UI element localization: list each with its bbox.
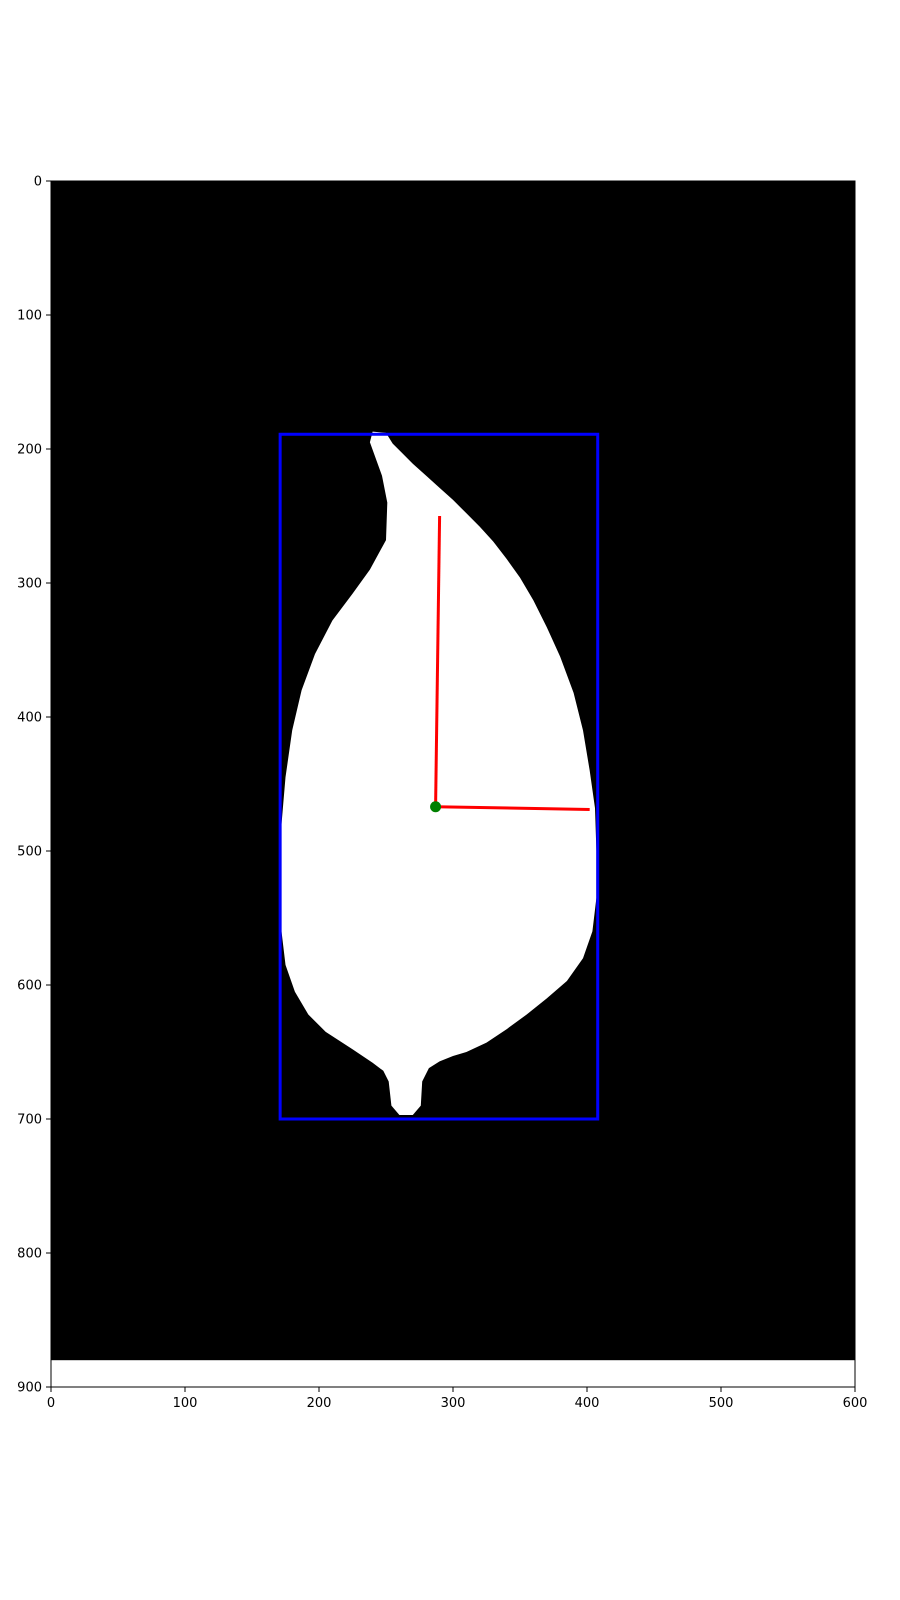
x-tick-label: 600 bbox=[843, 1396, 868, 1411]
y-tick-label: 500 bbox=[17, 845, 42, 860]
y-tick-label: 900 bbox=[17, 1381, 42, 1396]
x-tick-label: 0 bbox=[47, 1396, 55, 1411]
major-axis-line bbox=[434, 515, 442, 807]
minor-axis-line bbox=[435, 805, 590, 811]
x-tick-label: 400 bbox=[575, 1396, 600, 1411]
x-axis-ticks: 0 100 200 300 400 500 600 bbox=[47, 1387, 868, 1411]
y-tick-label: 0 bbox=[34, 175, 42, 190]
y-tick-label: 100 bbox=[17, 309, 42, 324]
y-tick-label: 600 bbox=[17, 979, 42, 994]
y-tick-label: 800 bbox=[17, 1247, 42, 1262]
y-axis-ticks: 0 100 200 300 400 500 600 700 800 900 bbox=[17, 175, 51, 1396]
centroid-point bbox=[430, 801, 442, 813]
plot-area bbox=[50, 180, 856, 1388]
x-tick-label: 200 bbox=[307, 1396, 332, 1411]
x-tick-label: 500 bbox=[709, 1396, 734, 1411]
bounding-box bbox=[278, 432, 600, 1121]
y-tick-label: 200 bbox=[17, 443, 42, 458]
x-tick-label: 300 bbox=[441, 1396, 466, 1411]
x-tick-label: 100 bbox=[173, 1396, 198, 1411]
leaf-shape bbox=[280, 431, 597, 1116]
y-tick-label: 300 bbox=[17, 577, 42, 592]
y-tick-label: 700 bbox=[17, 1113, 42, 1128]
y-tick-label: 400 bbox=[17, 711, 42, 726]
